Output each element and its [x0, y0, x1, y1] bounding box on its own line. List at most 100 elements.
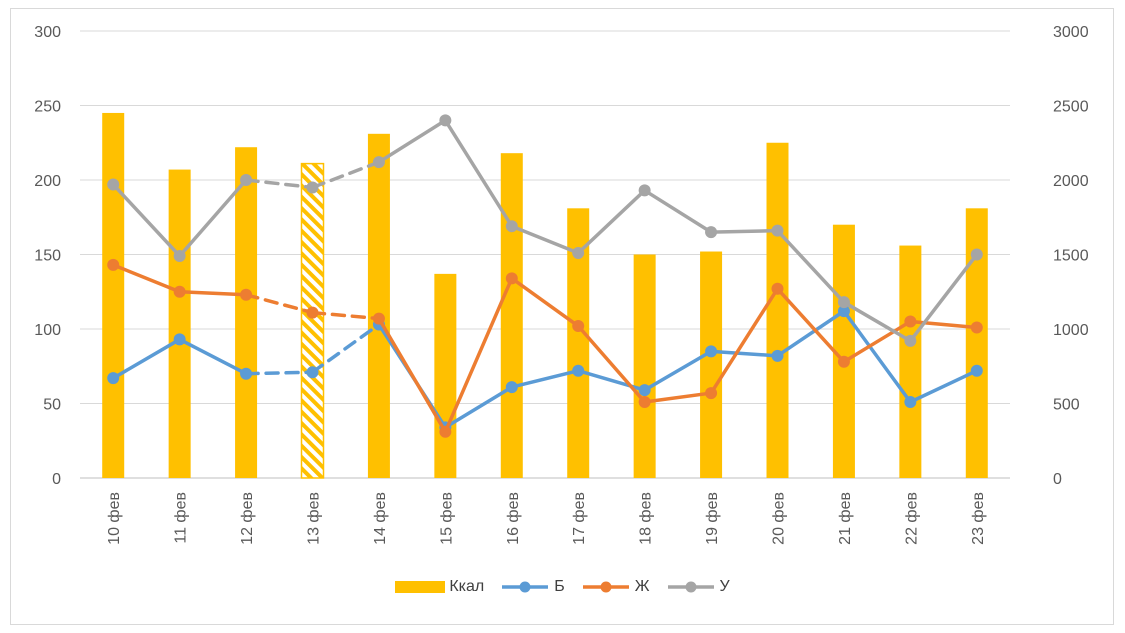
x-axis-tick-label: 11 фев	[173, 492, 190, 544]
left-axis-tick-label: 0	[52, 471, 61, 488]
data-point	[505, 220, 518, 233]
data-point	[572, 320, 585, 333]
x-axis-tick-label: 21 фев	[837, 492, 854, 545]
series-line-segment	[377, 118, 448, 164]
series-line-segment	[177, 178, 248, 258]
legend-item: У	[666, 578, 730, 596]
series-line-segment	[709, 228, 780, 234]
data-point	[705, 387, 718, 400]
bar	[832, 224, 855, 478]
legend-label: Б	[554, 578, 565, 595]
series-line-segment	[244, 370, 315, 376]
bar	[567, 208, 590, 478]
data-point	[306, 306, 319, 319]
series-line-segment	[775, 309, 846, 358]
data-point	[372, 312, 385, 325]
data-point	[638, 396, 651, 409]
bar	[899, 245, 922, 478]
series-line-segment	[642, 349, 713, 392]
series-line-segment	[709, 349, 780, 358]
x-axis-tick-label: 14 фев	[372, 492, 389, 545]
legend-swatch-marker	[519, 581, 531, 593]
x-axis-tick-label: 23 фев	[970, 492, 987, 545]
series-line-segment	[443, 385, 514, 430]
data-point	[638, 384, 651, 397]
series-line-segment	[842, 319, 913, 364]
left-axis-tick-label: 300	[34, 24, 61, 41]
series-line-segment	[510, 224, 580, 255]
bar	[168, 169, 191, 478]
data-point	[572, 364, 585, 377]
x-axis-tick-label: 15 фев	[438, 492, 455, 545]
series-line-segment	[177, 337, 248, 376]
data-point	[705, 345, 718, 358]
data-point	[107, 178, 120, 191]
x-axis-tick-label: 16 фев	[505, 492, 522, 545]
legend-item: Ккал	[395, 578, 484, 596]
x-axis-tick-label: 17 фев	[571, 492, 588, 545]
bar	[500, 153, 523, 478]
legend-label: У	[719, 578, 730, 595]
x-axis-tick-label: 10 фев	[106, 492, 123, 545]
left-axis-tick-label: 50	[43, 397, 61, 414]
legend-swatch	[502, 581, 549, 593]
bar	[633, 254, 656, 478]
data-point	[107, 258, 120, 271]
data-point	[173, 249, 186, 262]
bar	[766, 142, 789, 478]
series-line-segment	[775, 287, 846, 364]
data-point	[837, 355, 850, 368]
right-axis-tick-label: 500	[1053, 397, 1080, 414]
right-axis-tick-label: 2000	[1053, 173, 1089, 190]
data-point	[372, 156, 385, 169]
x-axis-tick-label: 20 фев	[771, 492, 788, 545]
series-line-segment	[908, 319, 979, 330]
left-axis-tick-label: 150	[34, 248, 61, 265]
bar	[434, 273, 457, 478]
data-point	[107, 372, 120, 385]
series-line-segment	[177, 290, 248, 297]
legend-swatch-marker	[600, 581, 612, 593]
right-axis-tick-label: 3000	[1053, 24, 1089, 41]
data-point	[904, 396, 917, 409]
data-point	[173, 285, 186, 298]
legend-item: Ж	[581, 578, 650, 596]
x-axis-tick-label: 18 фев	[638, 492, 655, 545]
series-line-segment	[642, 391, 713, 404]
bar	[700, 251, 723, 478]
data-point	[771, 282, 784, 295]
series-line-segment	[310, 310, 381, 321]
right-axis-tick-label: 1500	[1053, 248, 1089, 265]
data-point	[306, 181, 319, 194]
series-line-segment	[908, 368, 979, 404]
data-point	[705, 226, 718, 239]
data-point	[771, 349, 784, 362]
series-line-segment	[244, 292, 315, 315]
data-point	[240, 174, 253, 186]
series-line-segment	[842, 300, 913, 343]
data-point	[240, 367, 253, 380]
legend-swatch	[667, 581, 714, 593]
right-axis-tick-label: 0	[1053, 471, 1062, 488]
data-point	[970, 248, 983, 261]
series-line-segment	[576, 324, 647, 404]
chart-legend: Ккал Б Ж У	[0, 578, 1125, 596]
data-point	[439, 425, 452, 438]
series-line-segment	[111, 182, 182, 258]
series-line-segment	[709, 287, 780, 395]
x-axis-tick-label: 19 фев	[704, 492, 721, 545]
legend-swatch-marker	[685, 581, 696, 593]
series-line-segment	[310, 322, 381, 374]
right-axis-tick-label: 2500	[1053, 99, 1089, 116]
right-axis-tick-label: 1000	[1053, 322, 1089, 339]
data-point	[771, 224, 784, 237]
series-line-segment	[775, 228, 846, 304]
data-point	[572, 247, 585, 260]
bar	[102, 112, 125, 478]
data-point	[904, 315, 917, 328]
series-line-segment	[842, 309, 913, 404]
bar	[965, 208, 988, 478]
data-point	[638, 184, 651, 197]
bar	[235, 147, 258, 478]
